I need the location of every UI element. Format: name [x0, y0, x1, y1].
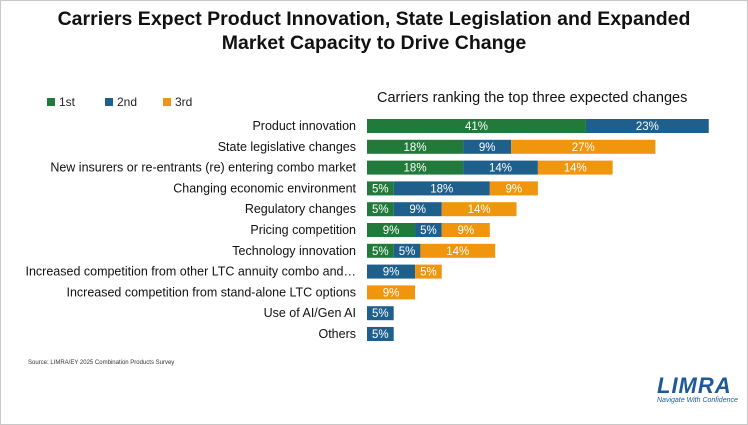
bar-segment-2nd: [367, 327, 394, 341]
bar-value-label: 18%: [404, 163, 427, 175]
legend-swatch-2nd: [105, 98, 113, 106]
bar-value-label: 9%: [479, 142, 496, 154]
bar-value-label: 23%: [636, 121, 659, 133]
bar-value-label: 18%: [430, 183, 453, 195]
bar-value-label: 5%: [420, 225, 437, 237]
bar-segment-1st: [367, 139, 464, 154]
limra-logo: LIMRA Navigate With Confidence: [657, 373, 741, 405]
bar-value-label: 9%: [383, 287, 400, 299]
bar-segment-1st: [367, 160, 464, 175]
category-label: Technology innovation: [232, 244, 356, 258]
bar-value-label: 9%: [383, 225, 400, 237]
bar-segment-1st: [367, 243, 394, 258]
bar-value-label: 41%: [465, 121, 488, 133]
bar-segment-1st: [367, 119, 586, 133]
category-label: Regulatory changes: [245, 202, 356, 216]
bar-value-label: 14%: [468, 204, 491, 216]
bar-segment-1st: [367, 202, 394, 217]
bar-value-label: 5%: [420, 267, 437, 279]
bar-value-label: 9%: [457, 225, 474, 237]
category-label: New insurers or re-entrants (re) enterin…: [50, 161, 356, 175]
bar-segment-2nd: [367, 306, 394, 321]
legend-item-2nd: 2nd: [105, 95, 163, 109]
bar-segment-3rd: [537, 160, 613, 175]
bar-value-label: 5%: [372, 204, 389, 216]
category-label: Product innovation: [252, 119, 356, 133]
chart-subtitle: Carriers ranking the top three expected …: [377, 90, 688, 106]
chart-legend: 1st 2nd 3rd: [47, 95, 221, 109]
legend-item-3rd: 3rd: [163, 95, 221, 109]
bar-segment-2nd: [463, 139, 512, 154]
legend-swatch-1st: [47, 98, 55, 106]
bar-segment-3rd: [511, 139, 656, 154]
bar-segment-2nd: [415, 223, 442, 237]
bar-value-label: 9%: [383, 267, 400, 279]
logo-tagline: Navigate With Confidence: [657, 397, 738, 404]
category-label: Use of AI/Gen AI: [264, 306, 356, 320]
bar-segment-1st: [367, 181, 394, 196]
bar-segment-3rd: [489, 181, 538, 196]
category-label: State legislative changes: [218, 140, 356, 154]
logo-wordmark: LIMRA: [657, 373, 732, 398]
title-line-2: Market Capacity to Drive Change: [221, 32, 527, 54]
bar-segment-2nd: [463, 160, 538, 175]
bar-segment-3rd: [441, 202, 517, 217]
bar-segment-2nd: [367, 264, 416, 279]
source-footnote: Source: LIMRA/EY 2025 Combination Produc…: [28, 360, 174, 366]
title-line-1: Carriers Expect Product Innovation, Stat…: [57, 8, 691, 30]
legend-label-1st: 1st: [59, 95, 76, 109]
bar-value-label: 9%: [409, 204, 426, 216]
category-label: Increased competition from stand-alone L…: [66, 285, 356, 299]
category-label: Increased competition from other LTC ann…: [26, 265, 357, 279]
bar-value-label: 27%: [572, 142, 595, 154]
legend-swatch-3rd: [163, 98, 171, 106]
bar-segment-3rd: [441, 223, 490, 237]
bar-value-label: 9%: [506, 183, 523, 195]
bar-segment-2nd: [585, 119, 709, 133]
bar-segment-1st: [367, 223, 416, 237]
bar-segment-3rd: [420, 243, 496, 258]
bar-segment-2nd: [393, 243, 421, 258]
bar-value-label: 14%: [489, 163, 512, 175]
bar-value-label: 14%: [564, 163, 587, 175]
footnote-text: Source: LIMRA/EY 2025 Combination Produc…: [28, 360, 175, 366]
bar-value-label: 5%: [372, 329, 389, 341]
bar-segment-3rd: [415, 264, 442, 279]
bar-segment-3rd: [367, 285, 416, 300]
legend-label-2nd: 2nd: [117, 95, 138, 109]
page-title: Carriers Expect Product Innovation, Stat…: [1, 7, 747, 55]
bar-value-label: 14%: [446, 246, 469, 258]
legend-label-3rd: 3rd: [175, 95, 193, 109]
legend-item-1st: 1st: [47, 95, 105, 109]
bar-segment-2nd: [393, 202, 442, 217]
category-label: Pricing competition: [250, 223, 356, 237]
bar-value-label: 5%: [372, 183, 389, 195]
category-label: Others: [318, 327, 356, 341]
category-label: Changing economic environment: [173, 181, 356, 195]
bar-segment-2nd: [393, 181, 490, 196]
bar-value-label: 18%: [404, 142, 427, 154]
bar-value-label: 5%: [372, 308, 389, 320]
bar-value-label: 5%: [399, 246, 416, 258]
bar-value-label: 5%: [372, 246, 389, 258]
